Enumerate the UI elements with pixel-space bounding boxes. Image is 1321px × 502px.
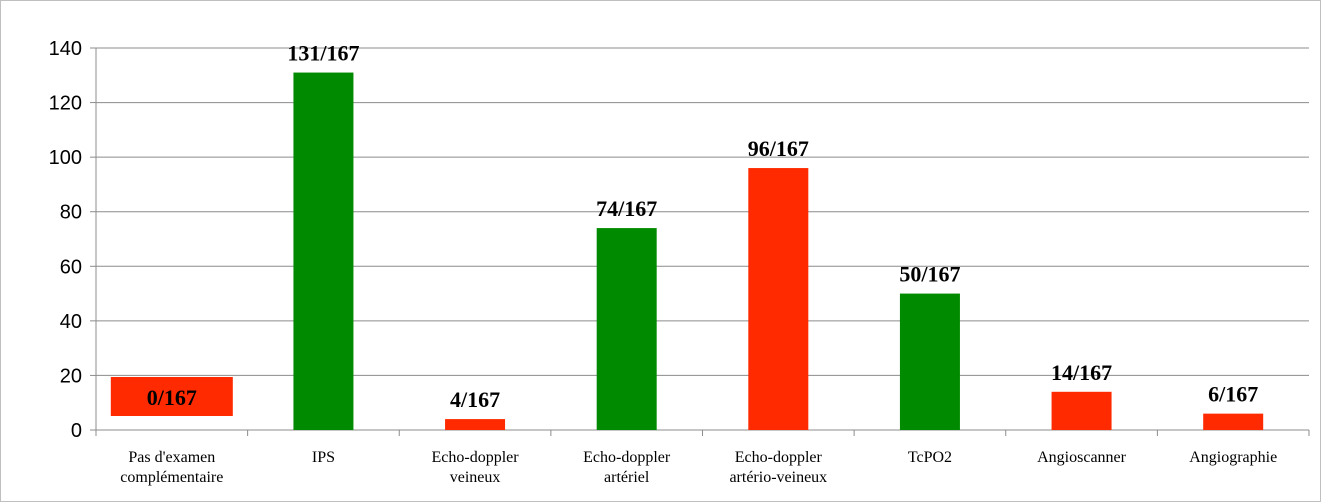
y-tick-label: 80 <box>60 202 82 224</box>
data-label-box <box>110 377 233 416</box>
data-label: 0/167 <box>147 385 197 410</box>
y-tick-label: 140 <box>49 38 82 60</box>
bar <box>899 293 960 430</box>
data-label: 4/167 <box>450 387 500 412</box>
data-label: 14/167 <box>1051 360 1112 385</box>
data-label: 74/167 <box>596 196 657 221</box>
bar <box>1203 413 1264 430</box>
gridlines <box>96 47 1309 376</box>
category-labels: Pas d'examen complémentaire IPS Echo-dopple… <box>120 449 1277 486</box>
x-tick-label: Echo-doppler <box>735 449 823 466</box>
bar <box>1051 391 1112 430</box>
axes: 0 20 40 60 80 100 120 140 <box>49 38 1310 442</box>
y-tick-label: 0 <box>71 420 82 442</box>
data-label: 6/167 <box>1208 382 1258 407</box>
data-label: 96/167 <box>748 136 809 161</box>
y-tick-label: 100 <box>49 147 82 169</box>
data-label: 131/167 <box>287 41 359 66</box>
x-tick-label: Pas d'examen <box>128 449 215 466</box>
x-tick-label: Angiographie <box>1189 449 1277 466</box>
x-tick-label: TcPO2 <box>908 449 952 466</box>
x-tick-label: veineux <box>450 469 501 486</box>
x-tick-label: Angioscanner <box>1037 449 1127 466</box>
x-tick-label: artério-veineux <box>729 469 827 486</box>
bars <box>293 72 1264 431</box>
bar <box>293 72 354 431</box>
data-label: 50/167 <box>899 262 960 287</box>
bar <box>596 228 657 430</box>
y-tick-label: 60 <box>60 256 82 278</box>
x-tick-label: artériel <box>604 469 650 486</box>
bar <box>445 419 506 430</box>
bar <box>748 168 809 431</box>
y-tick-label: 40 <box>60 311 82 333</box>
x-tick-label: IPS <box>312 449 335 466</box>
x-tick-label: complémentaire <box>120 469 223 486</box>
y-tick-label: 120 <box>49 93 82 115</box>
y-tick-label: 20 <box>60 365 82 387</box>
x-tick-label: Echo-doppler <box>432 449 520 466</box>
x-tick-label: Echo-doppler <box>583 449 671 466</box>
data-labels: 0/167 131/167 4/167 74/167 96/167 50/167 14/16… <box>110 41 1258 416</box>
